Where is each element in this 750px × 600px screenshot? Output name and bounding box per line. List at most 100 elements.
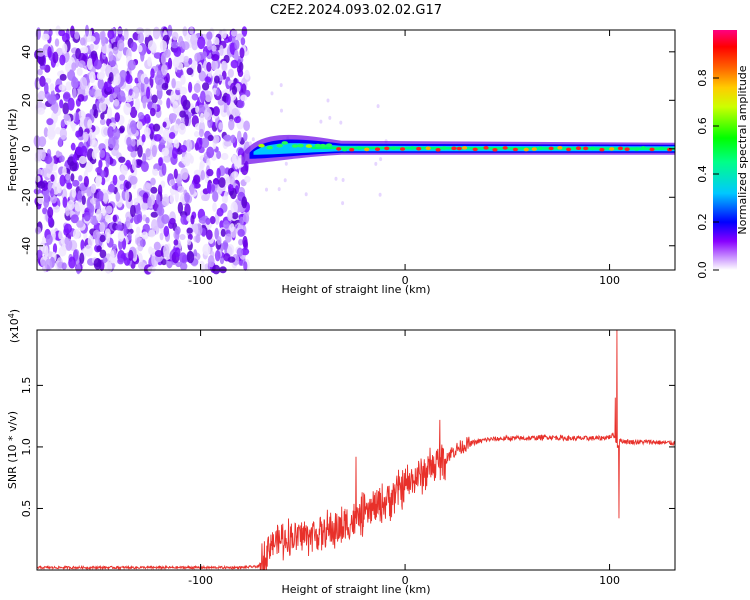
noise-blob [58, 230, 63, 240]
noise-blob [143, 127, 151, 137]
noise-blob [160, 52, 167, 66]
noise-blob [50, 188, 55, 198]
noise-blob [115, 73, 121, 86]
noise-blob [52, 51, 59, 64]
noise-blob [119, 183, 125, 190]
noise-blob [145, 217, 150, 224]
noise-blob [221, 28, 227, 39]
noise-blob [76, 67, 83, 76]
noise-blob [147, 196, 152, 208]
noise-blob [173, 139, 180, 150]
noise-blob [80, 145, 88, 159]
noise-blob [37, 193, 45, 205]
noise-blob [125, 228, 134, 235]
spectrogram-x-tick-label: 0 [402, 274, 409, 287]
ridge-peak [599, 147, 605, 152]
noise-blob [230, 34, 236, 44]
noise-blob [59, 54, 66, 66]
noise-blob [173, 123, 179, 132]
snr-x-ticks: -100 0 100 [188, 330, 620, 587]
noise-blob [61, 262, 67, 270]
noise-blob [178, 35, 184, 48]
noise-blob [120, 96, 126, 103]
noise-blob [179, 86, 188, 96]
ridge-peak [609, 147, 615, 151]
noise-blob [206, 158, 211, 168]
noise-blob [136, 226, 141, 235]
noise-blob [175, 247, 181, 258]
noise-blob [97, 78, 105, 90]
noise-blob [150, 177, 156, 186]
noise-blob [79, 252, 85, 265]
noise-blob [200, 90, 206, 103]
noise-blob [244, 175, 251, 183]
noise-blob [191, 93, 199, 101]
noise-blob [197, 63, 202, 74]
noise-blob [212, 202, 217, 213]
noise-blob [270, 91, 274, 96]
noise-blob [198, 128, 204, 138]
noise-blob [154, 74, 163, 86]
spectrogram-y-tick-label: 40 [20, 45, 33, 59]
noise-blob [161, 196, 170, 207]
noise-blob [193, 83, 201, 93]
noise-blob [99, 118, 106, 126]
noise-blob [225, 233, 232, 243]
noise-blob [203, 107, 213, 121]
noise-blob [141, 134, 146, 143]
noise-blob [95, 175, 103, 186]
noise-blob [184, 192, 191, 203]
spectrogram-y-tick-label: -20 [20, 188, 33, 206]
noise-blob [135, 27, 145, 35]
noise-blob [194, 52, 201, 62]
noise-blob [179, 110, 187, 118]
noise-blob [212, 190, 219, 203]
noise-blob [106, 232, 111, 244]
snr-background [37, 330, 675, 570]
noise-blob [118, 174, 126, 181]
noise-blob [218, 122, 224, 131]
noise-blob [172, 147, 178, 159]
spectrogram-x-ticks: -100 0 100 [188, 30, 620, 287]
ridge-peak [634, 147, 640, 151]
noise-blob [241, 26, 248, 37]
noise-blob [161, 82, 169, 91]
noise-blob [231, 108, 240, 117]
noise-blob [123, 224, 128, 237]
snr-y-label: SNR (10 * v/v) [6, 411, 19, 489]
noise-blob [88, 71, 96, 84]
noise-blob [214, 75, 220, 84]
noise-blob [238, 238, 244, 246]
noise-blob [46, 118, 54, 126]
noise-blob [180, 167, 189, 180]
noise-blob [58, 84, 66, 91]
noise-blob [52, 243, 58, 254]
noise-blob [231, 154, 237, 164]
noise-blob [41, 33, 50, 41]
noise-blob [105, 205, 113, 214]
noise-blob [218, 177, 226, 188]
noise-blob [174, 226, 181, 235]
noise-blob [110, 250, 115, 263]
spectrogram-frame [36, 29, 676, 271]
noise-blob [74, 201, 82, 212]
noise-blob [204, 76, 212, 83]
noise-blob [98, 100, 107, 112]
ridge-peak [617, 146, 624, 151]
ridge-peak [276, 143, 283, 148]
noise-blob [174, 190, 179, 203]
noise-blob [177, 185, 185, 193]
ridge-peak [492, 148, 498, 152]
noise-blob [184, 152, 193, 162]
noise-blob [304, 192, 308, 197]
noise-blob [236, 247, 244, 257]
noise-blob [163, 244, 170, 258]
noise-blob [89, 206, 94, 217]
ridge-peak [523, 147, 529, 152]
noise-blob [36, 48, 45, 57]
noise-blob [156, 193, 161, 205]
noise-blob [121, 237, 127, 250]
noise-blob [212, 106, 220, 117]
noise-blob [47, 181, 52, 191]
noise-blob [196, 137, 203, 150]
